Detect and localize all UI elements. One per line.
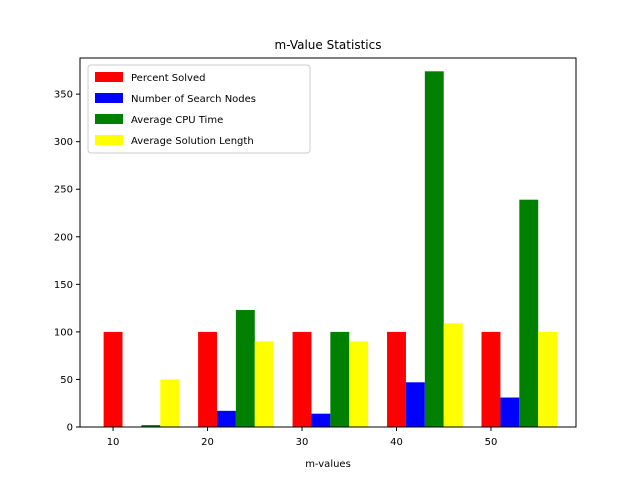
y-tick-label: 50 bbox=[60, 375, 73, 386]
bar bbox=[235, 310, 255, 427]
bar bbox=[538, 331, 558, 427]
y-tick-label: 250 bbox=[54, 185, 73, 196]
bar bbox=[424, 71, 444, 428]
y-tick-label: 300 bbox=[54, 137, 73, 148]
bar bbox=[198, 331, 217, 427]
legend-entry: Average Solution Length bbox=[131, 136, 254, 147]
bar bbox=[330, 331, 350, 427]
bar bbox=[500, 397, 520, 427]
bars-group bbox=[103, 71, 558, 428]
x-tick-label: 30 bbox=[296, 437, 309, 448]
legend-entry: Average CPU Time bbox=[131, 115, 223, 126]
legend-swatch bbox=[95, 93, 123, 103]
bar bbox=[254, 341, 274, 427]
plot-frame bbox=[79, 57, 577, 428]
chart-title: m-Value Statistics bbox=[275, 38, 382, 52]
x-tick-label: 20 bbox=[201, 437, 214, 448]
bar bbox=[311, 413, 331, 427]
x-tick-label: 40 bbox=[390, 437, 403, 448]
bar bbox=[387, 331, 406, 427]
bar bbox=[292, 331, 312, 427]
legend-swatch bbox=[95, 135, 123, 145]
x-tick-label: 50 bbox=[485, 437, 498, 448]
bar bbox=[160, 379, 180, 427]
bar bbox=[349, 341, 369, 427]
y-tick-label: 200 bbox=[54, 232, 73, 243]
x-tick-label: 10 bbox=[107, 437, 120, 448]
x-axis-ticks: 10 20 30 40 50 bbox=[107, 427, 498, 448]
legend: Percent Solved Number of Search Nodes Aver… bbox=[87, 64, 311, 154]
x-axis-label: m-values bbox=[305, 459, 351, 470]
bar bbox=[519, 199, 539, 427]
y-tick-label: 0 bbox=[67, 423, 73, 434]
y-tick-label: 150 bbox=[54, 280, 73, 291]
y-tick-label: 350 bbox=[54, 90, 73, 101]
legend-swatch bbox=[95, 114, 123, 124]
legend-swatch bbox=[95, 72, 123, 82]
y-axis-ticks: 0 50 100 150 200 250 300 350 bbox=[54, 90, 80, 434]
legend-entry: Percent Solved bbox=[131, 73, 205, 84]
legend-frame bbox=[87, 64, 311, 154]
bar bbox=[443, 323, 463, 427]
bar bbox=[216, 410, 236, 427]
bar bbox=[103, 331, 123, 427]
bar bbox=[481, 331, 501, 427]
bar bbox=[405, 382, 425, 427]
y-tick-label: 100 bbox=[54, 327, 73, 338]
bar bbox=[141, 425, 161, 427]
legend-entry: Number of Search Nodes bbox=[131, 94, 256, 105]
